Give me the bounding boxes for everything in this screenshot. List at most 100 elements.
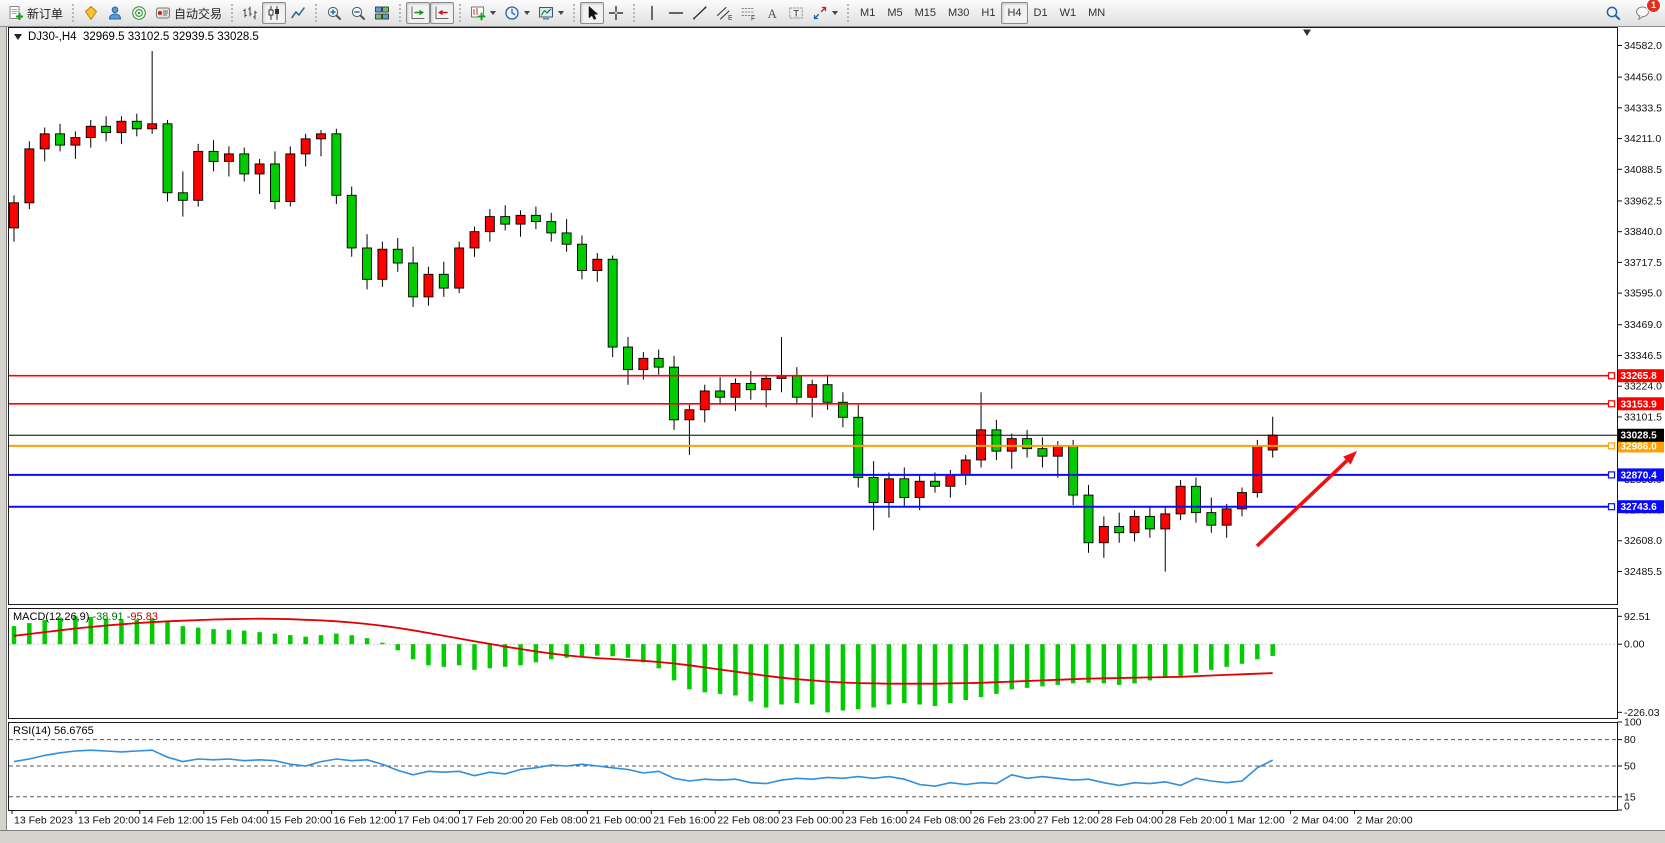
autoscroll-icon (410, 5, 426, 21)
timeframe-mn-button[interactable]: MN (1088, 7, 1106, 19)
timeframe-w1-button[interactable]: W1 (1059, 7, 1077, 19)
candlestick-icon (266, 5, 282, 21)
toolbar-grip (315, 4, 318, 22)
line-chart-icon (290, 5, 306, 21)
svg-text:34582.0: 34582.0 (1624, 40, 1662, 52)
hline-32986.0[interactable]: 32986.0 (9, 439, 1664, 453)
macd-pane[interactable]: 92.51 0.00 -226.03 (9, 611, 1660, 719)
channel-icon: E (716, 5, 732, 21)
signals-button[interactable] (127, 2, 151, 24)
svg-text:92.51: 92.51 (1624, 611, 1650, 623)
svg-text:24 Feb 08:00: 24 Feb 08:00 (909, 815, 971, 827)
timeframe-m30-button[interactable]: M30 (948, 7, 970, 19)
new-order-button[interactable]: 新订单 (4, 2, 67, 24)
svg-text:14 Feb 12:00: 14 Feb 12:00 (142, 815, 204, 827)
search-button[interactable] (1601, 2, 1625, 24)
new-chart-button[interactable] (466, 2, 500, 24)
trendline-button[interactable] (688, 2, 712, 24)
toolbar-grip (847, 4, 850, 22)
toolbar-grip (633, 4, 636, 22)
zoom-in-icon (326, 5, 342, 21)
cursor-button[interactable] (580, 2, 605, 24)
svg-text:0: 0 (1624, 801, 1630, 813)
one-click-trading-arrow-icon[interactable] (14, 33, 22, 40)
chart-info-line: DJ30-,H4 32969.5 33102.5 32939.5 33028.5 (14, 31, 259, 43)
horizontal-line-button[interactable] (664, 2, 688, 24)
svg-text:23 Feb 00:00: 23 Feb 00:00 (781, 815, 843, 827)
timeframe-m15-button[interactable]: M15 (914, 7, 936, 19)
chat-button[interactable] (1631, 2, 1655, 24)
svg-text:23 Feb 16:00: 23 Feb 16:00 (845, 815, 907, 827)
zoom-out-button[interactable] (346, 2, 370, 24)
hline-33153.9[interactable]: 33153.9 (9, 397, 1664, 411)
svg-text:17 Feb 20:00: 17 Feb 20:00 (462, 815, 524, 827)
svg-text:32870.4: 32870.4 (1621, 470, 1658, 481)
community-button[interactable] (103, 2, 127, 24)
hline-32870.4[interactable]: 32870.4 (9, 468, 1664, 482)
rsi-pane[interactable]: 100 80 50 150 (9, 717, 1642, 813)
chevron-down-icon[interactable] (490, 11, 497, 15)
svg-text:28 Feb 04:00: 28 Feb 04:00 (1101, 815, 1163, 827)
svg-text:34456.0: 34456.0 (1624, 72, 1662, 84)
bar-chart-icon (242, 5, 258, 21)
svg-text:-226.03: -226.03 (1624, 707, 1660, 719)
autotrading-button-label: 自动交易 (174, 6, 223, 21)
arrows-button[interactable] (808, 2, 842, 24)
chevron-down-icon[interactable] (524, 11, 531, 15)
trend-arrow-annotation[interactable] (1255, 451, 1357, 548)
fibo-icon: F (740, 5, 756, 21)
bar-chart-button[interactable] (238, 2, 262, 24)
macd-signal-value: -95.83 (126, 611, 158, 623)
fibonacci-button[interactable]: F (736, 2, 760, 24)
timeframe-m5-button[interactable]: M5 (887, 7, 903, 19)
price-axis[interactable]: 34582.0 34456.0 34333.5 34211.0 34088.5 33962… (1617, 40, 1663, 578)
crosshair-button[interactable] (604, 2, 628, 24)
zoom-in-button[interactable] (322, 2, 346, 24)
line-chart-button[interactable] (286, 2, 310, 24)
mql5-market-button[interactable] (79, 2, 103, 24)
svg-text:13 Feb 20:00: 13 Feb 20:00 (78, 815, 140, 827)
chart-shift-button[interactable] (430, 2, 455, 24)
vertical-line-button[interactable] (640, 2, 664, 24)
text-button[interactable]: A (760, 2, 784, 24)
svg-text:13 Feb 2023: 13 Feb 2023 (14, 815, 73, 827)
chevron-down-icon[interactable] (558, 11, 565, 15)
current-price-line: 33028.5 (9, 428, 1664, 442)
search-icon (1605, 5, 1621, 21)
template-button[interactable] (534, 2, 568, 24)
svg-text:33101.5: 33101.5 (1624, 411, 1662, 423)
notifications-button[interactable]: 1 (1631, 0, 1661, 24)
timeframe-d1-button[interactable]: D1 (1033, 7, 1048, 19)
autotrading-button[interactable]: 自动交易 (151, 2, 226, 24)
candlestick-button[interactable] (262, 2, 287, 24)
svg-text:34333.5: 34333.5 (1624, 102, 1662, 114)
periodicity-button[interactable] (500, 2, 534, 24)
svg-text:33840.0: 33840.0 (1624, 226, 1662, 238)
auto-scroll-button[interactable] (406, 2, 431, 24)
timeframe-m1-button[interactable]: M1 (860, 7, 876, 19)
equidistant-channel-button[interactable]: E (712, 2, 736, 24)
pane-borders (8, 27, 1618, 811)
signal-icon (131, 5, 147, 21)
svg-text:21 Feb 16:00: 21 Feb 16:00 (653, 815, 715, 827)
svg-text:33028.5: 33028.5 (1621, 431, 1658, 442)
hline-33265.8[interactable]: 33265.8 (9, 369, 1664, 383)
svg-text:33346.5: 33346.5 (1624, 350, 1662, 362)
timeframe-h1-button[interactable]: H1 (981, 7, 996, 19)
svg-text:32743.6: 32743.6 (1621, 502, 1658, 513)
horizontal-line-objects: 33265.8 33153.9 32986.0 32870.4 32743.6 33028… (9, 369, 1664, 514)
label-button[interactable]: T (784, 2, 808, 24)
svg-text:34211.0: 34211.0 (1624, 133, 1661, 145)
hline-32743.6[interactable]: 32743.6 (9, 500, 1664, 514)
chart-shift-marker-icon[interactable] (1303, 29, 1311, 37)
svg-text:21 Feb 00:00: 21 Feb 00:00 (589, 815, 651, 827)
autotrading-icon (155, 5, 171, 21)
new-chart-icon (470, 5, 486, 21)
tile-windows-button[interactable] (370, 2, 394, 24)
svg-text:E: E (728, 15, 732, 21)
timeframe-h4-button[interactable]: H4 (1001, 2, 1028, 24)
time-axis[interactable]: 13 Feb 2023 13 Feb 20:00 14 Feb 12:00 15 Fe… (11, 810, 1413, 827)
chevron-down-icon[interactable] (832, 11, 839, 15)
svg-text:32608.0: 32608.0 (1624, 535, 1662, 547)
